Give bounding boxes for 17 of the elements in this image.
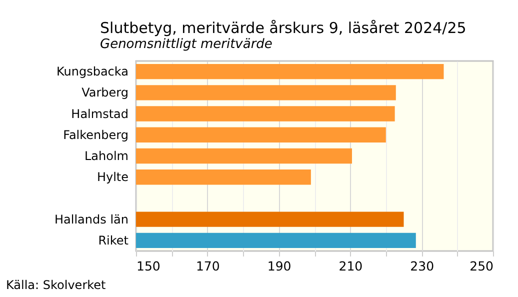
chart-subtitle: Genomsnittligt meritvärde <box>100 37 272 52</box>
y-tick-label: Hylte <box>96 170 128 184</box>
y-tick-label: Varberg <box>82 86 128 100</box>
x-tick-label: 190 <box>267 258 292 274</box>
x-tick-label: 210 <box>338 258 363 274</box>
text: Källa: Skolverket <box>6 278 106 292</box>
x-tick-label: 250 <box>470 258 494 274</box>
x-tick-label: 230 <box>410 258 434 274</box>
x-tick-label: 170 <box>196 258 220 274</box>
y-tick-label: Kungsbacka <box>56 64 128 79</box>
chart-title: Slutbetyg, meritvärde årskurs 9, läsåret 2024/25 <box>100 19 466 37</box>
y-tick-label: Falkenberg <box>63 128 128 142</box>
y-tick-label: Laholm <box>84 149 128 163</box>
x-tick-label: 150 <box>136 258 160 274</box>
y-tick-label: Halmstad <box>71 106 128 121</box>
y-tick-label: Riket <box>98 233 129 248</box>
y-tick-label: Hallands län <box>54 212 128 226</box>
